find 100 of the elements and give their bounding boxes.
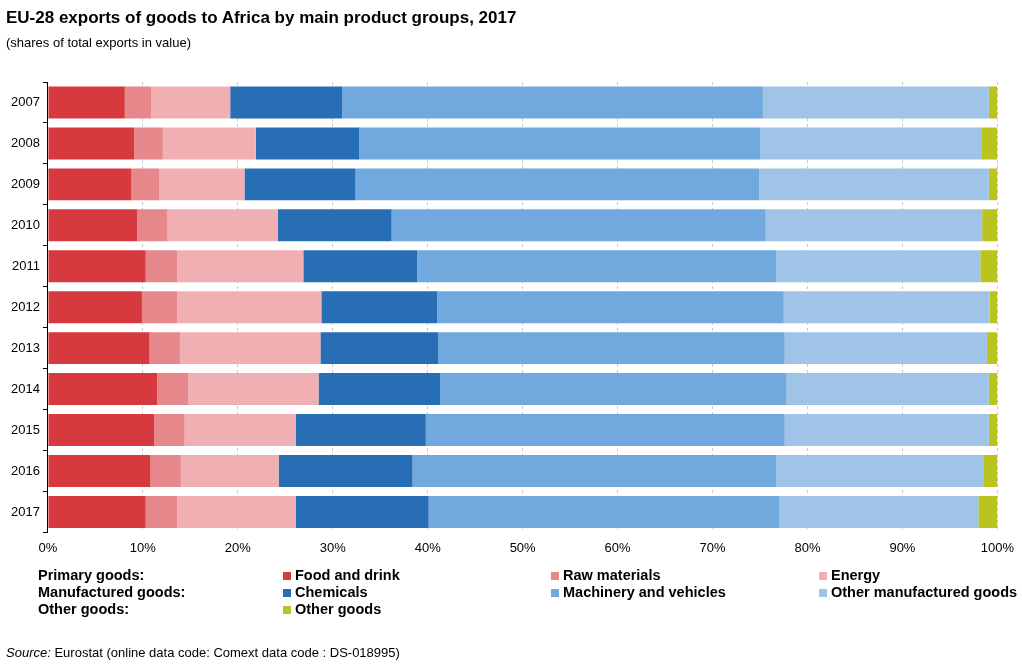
bar <box>440 373 787 406</box>
bar <box>180 455 279 487</box>
bar <box>765 209 983 242</box>
bar <box>179 332 321 365</box>
bar <box>303 250 418 283</box>
bar <box>762 86 989 119</box>
y-tick-label: 2015 <box>11 421 40 437</box>
bar <box>986 332 998 365</box>
bar <box>131 168 160 201</box>
bar <box>134 127 163 160</box>
legend-label: Energy <box>831 567 881 583</box>
chart-title: EU-28 exports of goods to Africa by main product groups, 2017 <box>6 8 517 28</box>
bar <box>124 86 152 119</box>
bar <box>151 86 231 119</box>
bar <box>983 455 998 487</box>
bar <box>188 373 319 406</box>
bar <box>342 86 763 119</box>
bar <box>48 332 150 365</box>
bar <box>776 250 981 283</box>
bar <box>412 455 777 487</box>
x-tick-label: 70% <box>699 539 726 555</box>
bar <box>145 250 178 283</box>
y-tick-label: 2013 <box>11 339 40 355</box>
bar <box>177 495 296 528</box>
y-tick-label: 2007 <box>11 94 40 110</box>
bar <box>318 373 441 406</box>
source-note: Source: Eurostat (online data code: Comext data code : DS-018995) <box>6 645 400 660</box>
bar <box>177 291 322 324</box>
bar <box>759 168 989 201</box>
y-tick-label: 2014 <box>11 380 40 396</box>
y-tick-label: 2010 <box>11 216 40 232</box>
bar <box>355 168 760 201</box>
bar <box>988 168 998 201</box>
text: Primary goods: <box>38 567 146 583</box>
y-tick-label: 2012 <box>11 298 40 314</box>
bar <box>48 168 132 201</box>
bar <box>48 373 158 406</box>
bar <box>988 373 998 406</box>
bar <box>157 373 189 406</box>
bar <box>177 250 304 283</box>
bar <box>320 332 439 365</box>
bar <box>438 332 785 365</box>
bar <box>760 127 982 160</box>
bar <box>786 373 989 406</box>
bar <box>159 168 245 201</box>
bar <box>988 414 998 447</box>
text: Manufactured goods: <box>38 584 187 600</box>
bar <box>437 291 784 324</box>
bar <box>779 495 979 528</box>
y-tick-label: 2008 <box>11 135 40 150</box>
bar <box>989 291 998 324</box>
bar <box>277 209 392 242</box>
x-tick-label: 100% <box>980 539 1015 555</box>
bar <box>982 209 998 242</box>
x-tick-label: 60% <box>604 539 632 555</box>
x-tick-label: 30% <box>319 539 347 555</box>
legend-label: Chemicals <box>295 584 368 600</box>
bar <box>428 495 779 528</box>
bar <box>48 291 142 324</box>
bar <box>978 495 998 528</box>
y-tick-label: 2017 <box>11 503 40 519</box>
x-tick-label: 90% <box>889 539 916 555</box>
bar <box>255 127 360 160</box>
bar <box>278 455 413 487</box>
x-tick-label: 80% <box>794 539 821 555</box>
text: Other goods: <box>38 601 131 617</box>
x-tick-label: 10% <box>129 539 157 555</box>
chart-subtitle: (shares of total exports in value) <box>6 35 191 50</box>
bar <box>48 127 135 160</box>
bar <box>48 455 151 487</box>
bar <box>230 86 343 119</box>
bar <box>295 414 426 447</box>
bar <box>981 127 998 160</box>
bar <box>154 414 185 447</box>
legend-label: Machinery and vehicles <box>563 584 726 600</box>
bar <box>784 332 987 365</box>
y-tick-label: 2011 <box>11 257 40 273</box>
bar <box>48 209 138 242</box>
legend-label: Raw materials <box>563 567 661 583</box>
x-tick-label: 40% <box>414 539 442 555</box>
bar <box>184 414 296 447</box>
bar <box>391 209 766 242</box>
bar <box>150 455 181 487</box>
bar <box>321 291 438 324</box>
bar <box>784 414 989 447</box>
bar <box>167 209 278 242</box>
bar <box>988 86 998 119</box>
bar <box>48 495 146 528</box>
bar <box>417 250 777 283</box>
legend-label: Other goods <box>295 601 382 617</box>
bar <box>145 495 178 528</box>
x-tick-label: 0% <box>38 539 58 555</box>
bar <box>162 127 256 160</box>
bar <box>48 86 125 119</box>
x-tick-label: 50% <box>509 539 537 555</box>
legend-label: Other manufactured goods <box>831 584 1018 600</box>
bar <box>783 291 990 324</box>
x-tick-label: 20% <box>224 539 252 555</box>
bar <box>425 414 785 447</box>
bar <box>776 455 984 487</box>
